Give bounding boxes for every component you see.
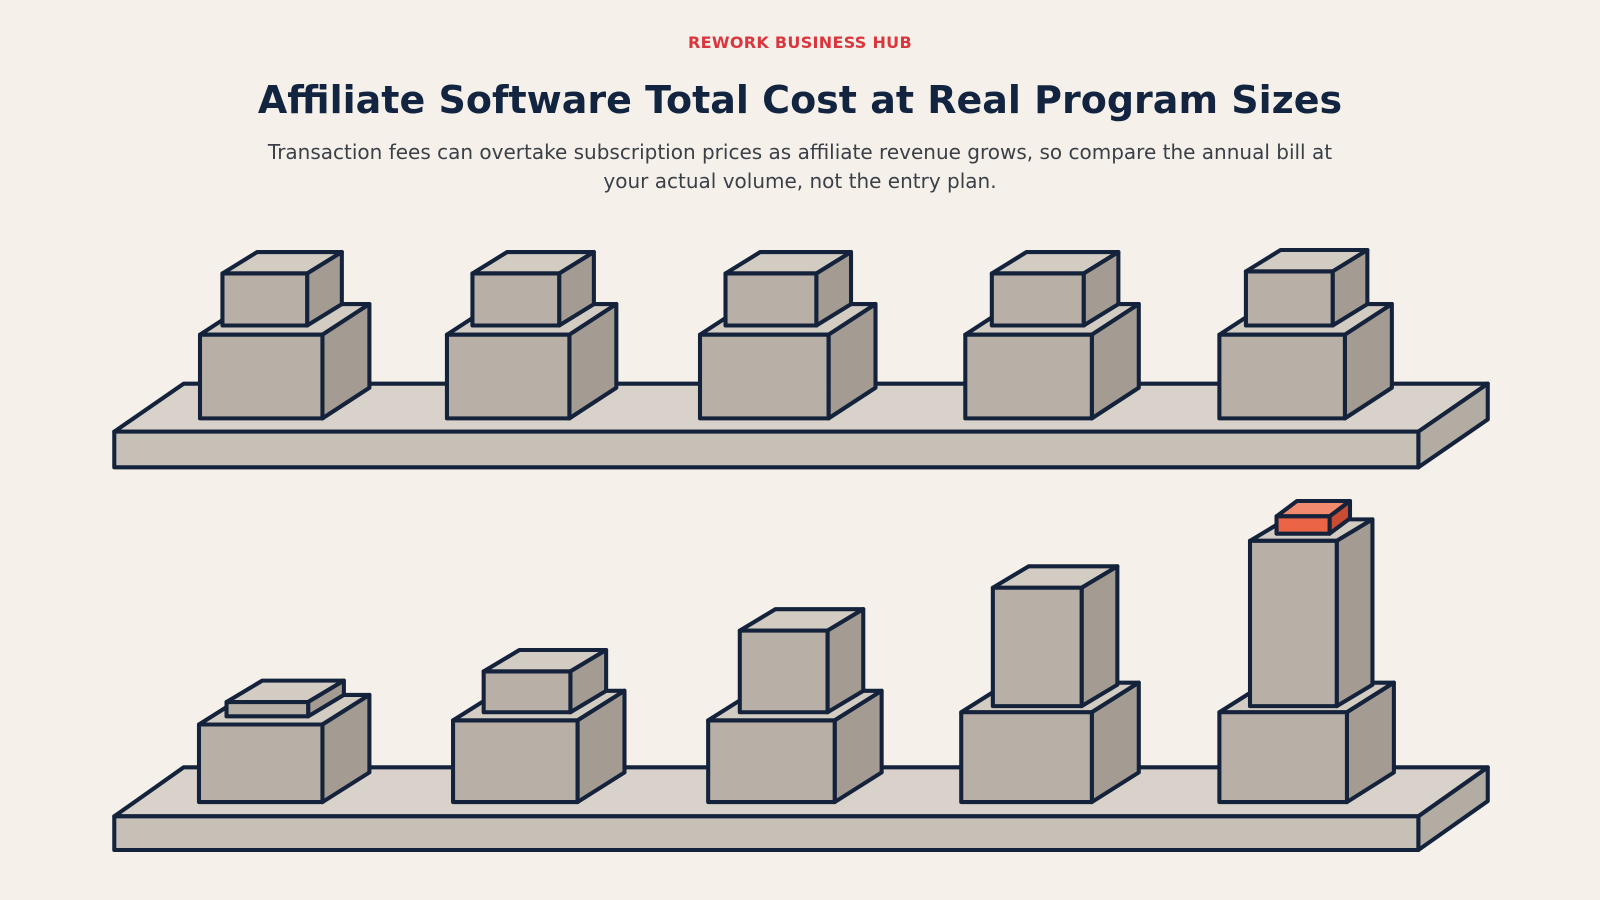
shelf-front bbox=[112, 429, 1421, 470]
base-box-front bbox=[444, 332, 572, 421]
growth-box-front bbox=[1247, 538, 1339, 709]
top-box-front bbox=[723, 271, 819, 328]
growth-box-front bbox=[481, 669, 573, 715]
growth-box-side bbox=[1079, 564, 1120, 709]
base-box-front bbox=[706, 718, 837, 805]
growth-box-front bbox=[224, 700, 311, 719]
highlight-box-front bbox=[1274, 514, 1332, 536]
subtitle: Transaction fees can overtake subscripti… bbox=[267, 140, 1333, 193]
top-box-front bbox=[1243, 269, 1335, 328]
top-box-front bbox=[989, 271, 1086, 328]
base-box-front bbox=[196, 722, 325, 805]
top-box-front bbox=[220, 271, 310, 328]
base-box-front bbox=[197, 332, 325, 421]
top-box-front bbox=[470, 271, 562, 328]
brand: REWORK BUSINESS HUB bbox=[688, 33, 912, 52]
base-box-front bbox=[959, 710, 1094, 805]
growth-box-front bbox=[990, 585, 1084, 709]
base-box-front bbox=[963, 332, 1094, 421]
base-box-front bbox=[1217, 332, 1347, 421]
growth-box-front bbox=[737, 628, 830, 715]
shelf-front bbox=[112, 814, 1421, 853]
base-box-front bbox=[451, 718, 580, 805]
base-box-front bbox=[1217, 710, 1349, 805]
title: Affiliate Software Total Cost at Real Pr… bbox=[257, 78, 1343, 122]
growth-box-side bbox=[1334, 517, 1375, 709]
base-box-front bbox=[697, 332, 831, 421]
